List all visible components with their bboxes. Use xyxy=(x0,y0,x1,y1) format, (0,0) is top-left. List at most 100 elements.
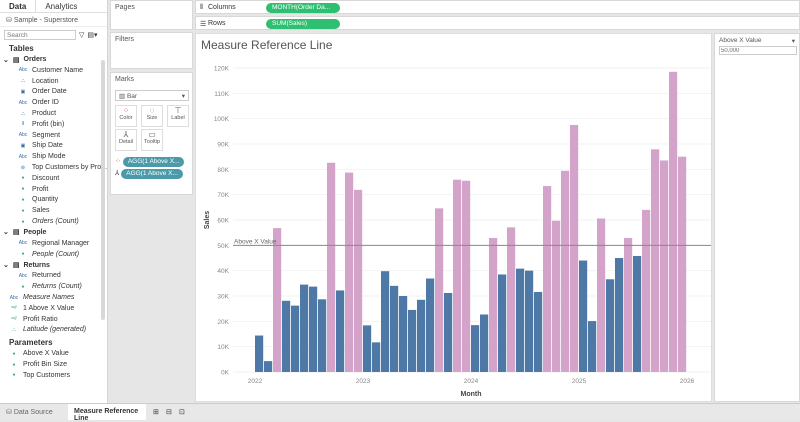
new-dashboard-icon[interactable]: ⊟ xyxy=(166,409,172,416)
field-item[interactable]: ⛬ Product xyxy=(0,108,107,119)
field-item[interactable]: ● Returns (Count) xyxy=(0,281,107,292)
search-input[interactable] xyxy=(4,30,76,40)
tab-data[interactable]: Data xyxy=(0,0,37,12)
parameter-control-panel: Above X Value ▾ xyxy=(714,33,800,402)
bar xyxy=(372,342,381,372)
bar xyxy=(471,325,480,372)
bar xyxy=(282,300,291,372)
field-item[interactable]: ⊚ Top Customers by Pro... xyxy=(0,162,107,173)
field-item[interactable]: ⛬ Location xyxy=(0,76,107,87)
sheet-tab-measure-reference-line[interactable]: Measure Reference Line xyxy=(68,404,146,422)
columns-shelf[interactable]: ⦀ Columns MONTH(Order Da... xyxy=(195,0,800,14)
size-button[interactable]: ◌ Size xyxy=(141,105,163,127)
detail-pill[interactable]: AGG(1 Above X... xyxy=(121,169,183,179)
bar xyxy=(552,220,561,372)
field-item[interactable]: =# 1 Above X Value xyxy=(0,303,107,314)
bar xyxy=(426,278,435,372)
field-item[interactable]: Abc Returned xyxy=(18,272,61,280)
bar xyxy=(507,227,516,372)
bar xyxy=(345,172,354,372)
color-icon: ⁘ xyxy=(122,106,130,115)
bar xyxy=(363,325,372,372)
field-item[interactable]: Abc Ship Mode xyxy=(18,153,66,161)
field-item[interactable]: ▣ Order Date xyxy=(0,87,107,98)
table-orders[interactable]: ⌄ ▤ Orders xyxy=(3,56,47,64)
y-tick-label: 100K xyxy=(214,116,230,123)
y-tick-label: 40K xyxy=(217,268,229,275)
field-item[interactable]: ● Sales xyxy=(0,205,107,216)
field-item[interactable]: ▣ Ship Date xyxy=(0,141,107,152)
parameter-item[interactable]: ● Above X Value xyxy=(0,348,107,359)
field-item[interactable]: Abc Measure Names xyxy=(9,294,75,302)
field-item[interactable]: Abc Regional Manager xyxy=(18,239,90,247)
parameter-value-input[interactable] xyxy=(719,46,797,55)
parameter-control-title[interactable]: Above X Value ▾ xyxy=(719,37,795,45)
bar xyxy=(453,179,462,372)
bar xyxy=(624,237,633,372)
color-pill[interactable]: AGG(1 Above X... xyxy=(122,157,185,167)
measure-icon: ● xyxy=(21,283,25,290)
x-tick-label: 2026 xyxy=(680,378,695,385)
mark-type-dropdown[interactable]: ▥ Bar ▾ xyxy=(115,90,189,101)
measure-icon: ● xyxy=(21,196,25,203)
field-item[interactable]: ● Profit xyxy=(0,184,107,195)
pages-shelf[interactable]: Pages xyxy=(110,0,193,30)
view-options-icon[interactable]: ▤▾ xyxy=(87,32,98,39)
detail-button[interactable]: ⅄ Detail xyxy=(115,129,137,151)
field-item[interactable]: Abc Order ID xyxy=(18,99,59,107)
y-tick-label: 30K xyxy=(217,294,229,301)
bar xyxy=(318,299,327,372)
field-item[interactable]: =# Profit Ratio xyxy=(0,314,107,325)
parameter-icon: ● xyxy=(12,350,16,357)
bar xyxy=(336,290,345,372)
field-item[interactable]: Abc Segment xyxy=(18,131,61,139)
bar xyxy=(381,271,390,372)
field-item[interactable]: ⫴ Profit (bin) xyxy=(0,119,107,130)
bar xyxy=(399,296,408,372)
table-returns[interactable]: ⌄ ▤ Returns xyxy=(3,261,50,270)
data-source-tab[interactable]: ⛁ Data Source xyxy=(6,409,53,416)
datasource-item[interactable]: ⛁ Sample - Superstore xyxy=(0,13,107,27)
date-icon: ▣ xyxy=(20,88,26,95)
filter-icon[interactable]: ▽ xyxy=(79,32,85,39)
new-worksheet-icon[interactable]: ⊞ xyxy=(153,409,159,416)
label-button[interactable]: ⊤ Label xyxy=(167,105,189,127)
tooltip-button[interactable]: ▭ Tooltip xyxy=(141,129,163,151)
filters-shelf[interactable]: Filters xyxy=(110,32,193,69)
rows-shelf[interactable]: ☰ Rows SUM(Sales) xyxy=(195,16,800,30)
table-people[interactable]: ⌄ ▤ People xyxy=(3,228,47,237)
rows-pill[interactable]: SUM(Sales) xyxy=(266,19,340,29)
bar xyxy=(498,274,507,372)
parameter-item[interactable]: ● Top Customers xyxy=(0,370,107,381)
color-icon: ⁘ xyxy=(115,158,123,165)
x-tick-label: 2023 xyxy=(356,378,371,385)
bar xyxy=(588,321,597,372)
y-tick-label: 70K xyxy=(217,192,229,199)
tooltip-icon: ▭ xyxy=(148,130,156,139)
field-item[interactable]: ● Orders (Count) xyxy=(0,216,107,227)
geo-icon: ⛬ xyxy=(12,326,16,333)
y-tick-label: 0K xyxy=(221,370,230,377)
y-tick-label: 110K xyxy=(214,91,229,98)
x-axis-title: Month xyxy=(461,391,482,398)
field-item[interactable]: ● Discount xyxy=(0,173,107,184)
Abc-icon: Abc xyxy=(18,99,28,106)
field-item[interactable]: ⛬ Latitude (generated) xyxy=(0,325,107,336)
bar xyxy=(480,314,489,372)
bar xyxy=(651,149,660,372)
parameter-item[interactable]: ● Profit Bin Size xyxy=(0,359,107,370)
new-story-icon[interactable]: ⊡ xyxy=(179,409,185,416)
y-tick-label: 80K xyxy=(217,167,229,174)
bar xyxy=(633,255,642,372)
color-button[interactable]: ⁘ Color xyxy=(115,105,137,127)
columns-pill[interactable]: MONTH(Order Da... xyxy=(266,3,340,13)
field-item[interactable]: ● People (Count) xyxy=(0,249,107,260)
bar xyxy=(462,180,471,372)
field-item[interactable]: Abc Customer Name xyxy=(18,66,83,74)
y-tick-label: 20K xyxy=(217,319,229,326)
tab-analytics[interactable]: Analytics xyxy=(45,2,78,11)
scrollbar[interactable] xyxy=(101,60,105,320)
database-icon: ⛁ xyxy=(6,409,14,416)
measure-icon: ● xyxy=(21,175,25,182)
field-item[interactable]: ● Quantity xyxy=(0,195,107,206)
